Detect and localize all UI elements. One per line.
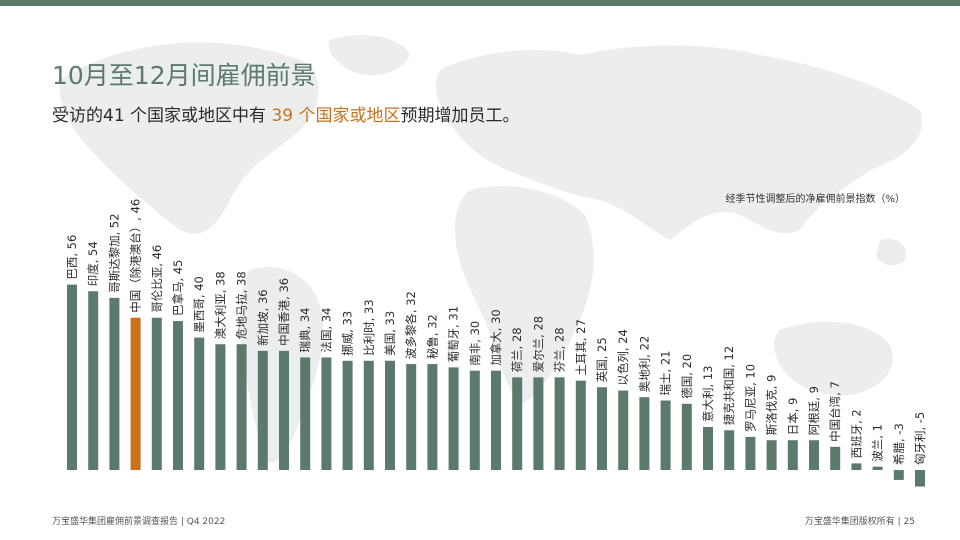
bar-label-12: 法国, 34 xyxy=(319,308,333,353)
bar-label-34: 日本, 9 xyxy=(786,398,800,436)
bar-label-4: 哥伦比亚, 46 xyxy=(150,245,164,313)
bar-label-36: 中国台湾, 7 xyxy=(828,381,842,442)
bar-36 xyxy=(830,446,841,470)
bar-23 xyxy=(554,377,565,470)
bar-label-7: 澳大利亚, 38 xyxy=(213,271,227,339)
bar-label-16: 波多黎各, 32 xyxy=(404,291,418,359)
bar-24 xyxy=(575,380,586,470)
bar-35 xyxy=(809,440,819,470)
bar-2 xyxy=(109,297,120,470)
bar-label-18: 葡萄牙, 31 xyxy=(447,306,461,362)
bar-26 xyxy=(618,390,629,470)
bar-3 xyxy=(130,317,141,470)
bar-label-19: 南非, 30 xyxy=(468,321,482,366)
bar-label-37: 西班牙, 2 xyxy=(849,409,863,458)
bar-13 xyxy=(342,360,353,470)
footer-report-name: 万宝盛华集团雇佣前景调查报告 | Q4 2022 xyxy=(52,517,226,527)
bar-label-22: 爱尔兰, 28 xyxy=(531,316,545,372)
bar-0 xyxy=(67,284,77,470)
bar-37 xyxy=(851,463,862,470)
bar-label-24: 土耳其, 27 xyxy=(574,319,588,375)
bar-38 xyxy=(872,466,883,470)
bar-label-32: 罗马尼亚, 10 xyxy=(743,364,757,432)
bar-label-28: 瑞士, 21 xyxy=(659,351,673,396)
bar-29 xyxy=(681,403,692,470)
chart-measure-note: 经季节性调整后的净雇佣前景指数（%） xyxy=(725,194,905,205)
page-title: 10月至12月间雇佣前景 xyxy=(52,61,316,90)
bar-label-25: 英国, 25 xyxy=(595,337,609,382)
top-accent-bar xyxy=(0,0,960,6)
bar-label-14: 比利时, 33 xyxy=(362,299,376,355)
bar-9 xyxy=(257,350,268,470)
bar-label-17: 秘鲁, 32 xyxy=(425,314,439,359)
bar-27 xyxy=(639,397,650,470)
bar-1 xyxy=(88,291,99,470)
bar-14 xyxy=(363,360,374,470)
bar-7 xyxy=(215,344,226,470)
bar-28 xyxy=(660,400,671,470)
bar-label-6: 墨西哥, 40 xyxy=(192,276,206,332)
bar-label-8: 危地马拉, 38 xyxy=(235,271,249,339)
bar-16 xyxy=(406,364,417,470)
bar-6 xyxy=(194,337,205,470)
bar-label-35: 阿根廷, 9 xyxy=(807,386,821,435)
bar-label-33: 斯洛伐克, 9 xyxy=(765,375,779,436)
bar-label-1: 印度, 54 xyxy=(86,241,100,286)
bar-label-10: 中国香港, 36 xyxy=(277,278,291,346)
bar-label-0: 巴西, 56 xyxy=(65,235,79,280)
bar-label-38: 波兰, 1 xyxy=(871,424,885,462)
bar-label-39: 希腊, -3 xyxy=(892,423,906,465)
bar-label-30: 意大利, 13 xyxy=(701,366,715,422)
bar-label-27: 奥地利, 22 xyxy=(637,336,651,392)
bar-label-9: 新加坡, 36 xyxy=(256,289,270,345)
bar-22 xyxy=(533,377,544,470)
bar-34 xyxy=(787,440,798,470)
bar-5 xyxy=(173,321,183,470)
bar-label-23: 芬兰, 28 xyxy=(553,327,567,372)
bar-label-5: 巴拿马, 45 xyxy=(171,260,185,316)
bar-20 xyxy=(491,370,501,470)
subtitle-prefix: 受访的41 个国家或地区中有 xyxy=(52,106,272,126)
bar-label-29: 德国, 20 xyxy=(680,354,694,399)
bar-label-26: 以色列, 24 xyxy=(616,329,630,385)
bar-31 xyxy=(724,430,735,470)
bar-30 xyxy=(703,426,713,470)
bar-15 xyxy=(385,360,395,470)
bar-11 xyxy=(300,357,311,470)
bar-25 xyxy=(597,387,607,470)
bar-8 xyxy=(236,344,247,470)
footer-copyright-page: 万宝盛华集团版权所有 | 25 xyxy=(804,517,915,527)
bar-4 xyxy=(151,317,162,470)
bar-18 xyxy=(448,367,459,470)
bar-33 xyxy=(766,440,777,470)
bar-39 xyxy=(893,470,904,480)
bar-19 xyxy=(469,370,480,470)
page-subtitle: 受访的41 个国家或地区中有 39 个国家或地区预期增加员工。 xyxy=(52,101,520,126)
bar-label-15: 美国, 33 xyxy=(383,311,397,356)
subtitle-highlight: 39 个国家或地区 xyxy=(271,106,401,126)
bar-label-3: 中国（除港澳台）, 46 xyxy=(129,199,143,313)
bar-label-2: 哥斯达黎加, 52 xyxy=(107,213,121,292)
bar-17 xyxy=(427,364,438,470)
bar-12 xyxy=(321,357,332,470)
bar-40 xyxy=(915,470,925,487)
bar-label-21: 荷兰, 28 xyxy=(510,327,524,372)
bar-label-40: 匈牙利, -5 xyxy=(913,412,927,465)
bar-label-13: 挪威, 33 xyxy=(341,311,355,356)
subtitle-suffix: 预期增加员工。 xyxy=(400,106,520,126)
bar-21 xyxy=(512,377,523,470)
bar-32 xyxy=(745,436,756,470)
bar-label-31: 捷克共和国, 12 xyxy=(722,346,736,425)
bar-10 xyxy=(279,350,289,470)
bar-label-20: 加拿大, 30 xyxy=(489,309,503,365)
bar-label-11: 瑞典, 34 xyxy=(298,308,312,353)
